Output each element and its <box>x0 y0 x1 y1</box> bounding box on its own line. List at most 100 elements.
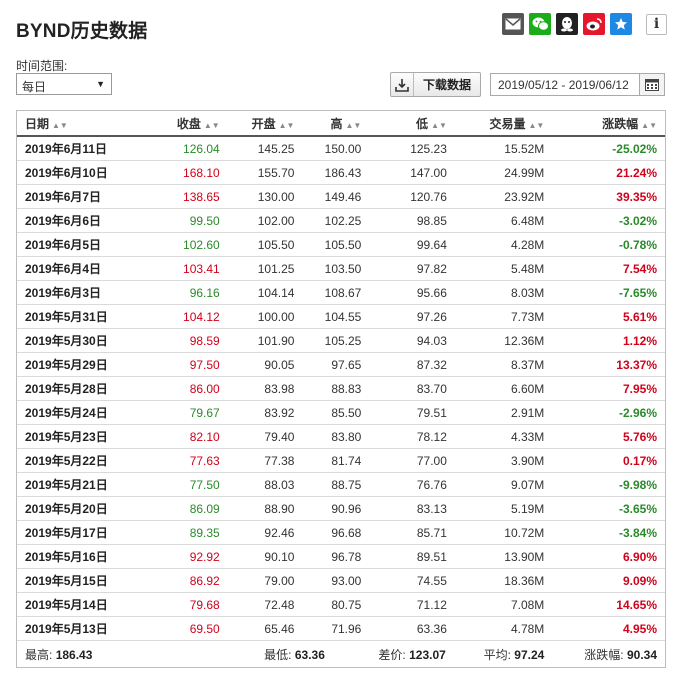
table-row: 2019年6月11日 126.04 145.25 150.00 125.23 15.52M… <box>17 136 665 161</box>
cell-low: 87.32 <box>369 352 455 377</box>
cell-volume: 3.90M <box>454 448 553 473</box>
cell-date: 2019年6月6日 <box>17 208 153 233</box>
cell-date: 2019年5月16日 <box>17 544 153 569</box>
page-title: BYND历史数据 <box>16 21 148 42</box>
summary-change: 涨跌幅: 90.34 <box>552 640 665 667</box>
cell-open: 83.98 <box>227 376 303 401</box>
table-row: 2019年5月23日 82.10 79.40 83.80 78.12 4.33M 5.76% <box>17 424 665 449</box>
col-open-header[interactable]: 开盘 ▲▼ <box>227 111 303 137</box>
wechat-icon <box>532 17 549 31</box>
col-low-header[interactable]: 低 ▲▼ <box>369 111 455 137</box>
table-row: 2019年5月14日 79.68 72.48 80.75 71.12 7.08M 14.65… <box>17 592 665 617</box>
cell-high: 88.75 <box>302 472 370 497</box>
weibo-share-button[interactable] <box>583 13 605 35</box>
cell-low: 74.55 <box>369 568 455 593</box>
cell-low: 79.51 <box>369 400 455 425</box>
cell-close: 102.60 <box>153 232 228 257</box>
cell-date: 2019年5月20日 <box>17 496 153 521</box>
col-volume-header[interactable]: 交易量 ▲▼ <box>454 111 553 137</box>
favorite-star-icon <box>615 18 627 30</box>
cell-high: 104.55 <box>302 304 370 329</box>
cell-open: 79.40 <box>227 424 303 449</box>
sort-icon: ▲▼ <box>52 120 68 130</box>
cell-low: 83.70 <box>369 376 455 401</box>
sort-icon: ▲▼ <box>641 120 657 130</box>
cell-open: 90.10 <box>227 544 303 569</box>
cell-open: 65.46 <box>227 616 303 641</box>
cell-change: 7.54% <box>552 256 665 281</box>
cell-high: 105.25 <box>302 328 370 353</box>
cell-date: 2019年5月21日 <box>17 472 153 497</box>
cell-change: 9.09% <box>552 568 665 593</box>
col-change-header[interactable]: 涨跌幅 ▲▼ <box>552 111 665 137</box>
cell-high: 80.75 <box>302 592 370 617</box>
cell-open: 130.00 <box>227 184 303 209</box>
weibo-icon <box>586 18 602 31</box>
cell-volume: 9.07M <box>454 472 553 497</box>
cell-high: 81.74 <box>302 448 370 473</box>
cell-close: 168.10 <box>153 160 228 185</box>
cell-close: 77.63 <box>153 448 228 473</box>
download-data-button[interactable]: 下载数据 <box>390 72 481 97</box>
period-select[interactable]: 每日 ▼ <box>16 73 112 95</box>
cell-low: 89.51 <box>369 544 455 569</box>
table-row: 2019年6月7日 138.65 130.00 149.46 120.76 23.92M 3… <box>17 184 665 209</box>
col-close-header[interactable]: 收盘 ▲▼ <box>153 111 228 137</box>
wechat-share-button[interactable] <box>529 13 551 35</box>
dropdown-arrow-icon: ▼ <box>96 79 105 89</box>
favorite-share-button[interactable] <box>610 13 632 35</box>
summary-row: 最高: 186.43 最低: 63.36 差价: 123.07 平均: 97.2… <box>17 640 665 667</box>
cell-open: 102.00 <box>227 208 303 233</box>
cell-open: 155.70 <box>227 160 303 185</box>
qq-share-button[interactable] <box>556 13 578 35</box>
cell-change: 0.17% <box>552 448 665 473</box>
cell-open: 83.92 <box>227 400 303 425</box>
info-button[interactable]: i <box>646 13 667 35</box>
cell-low: 95.66 <box>369 280 455 305</box>
cell-date: 2019年5月13日 <box>17 616 153 641</box>
col-date-header[interactable]: 日期 ▲▼ <box>17 111 153 137</box>
cell-date: 2019年5月28日 <box>17 376 153 401</box>
period-select-value: 每日 <box>22 80 47 94</box>
cell-date: 2019年5月30日 <box>17 328 153 353</box>
cell-change: 21.24% <box>552 160 665 185</box>
range-label: 时间范围: <box>16 59 68 73</box>
mail-share-button[interactable] <box>502 13 524 35</box>
table-row: 2019年5月29日 97.50 90.05 97.65 87.32 8.37M 13.37… <box>17 352 665 377</box>
cell-low: 78.12 <box>369 424 455 449</box>
cell-change: 1.12% <box>552 328 665 353</box>
cell-high: 85.50 <box>302 400 370 425</box>
cell-date: 2019年5月22日 <box>17 448 153 473</box>
table-row: 2019年5月17日 89.35 92.46 96.68 85.71 10.72M -3.8… <box>17 520 665 545</box>
qq-icon <box>561 17 573 32</box>
cell-volume: 4.28M <box>454 232 553 257</box>
cell-volume: 18.36M <box>454 568 553 593</box>
cell-change: 13.37% <box>552 352 665 377</box>
calendar-icon[interactable] <box>639 74 664 95</box>
cell-open: 90.05 <box>227 352 303 377</box>
table-header-row: 日期 ▲▼ 收盘 ▲▼ 开盘 ▲▼ 高 ▲▼ 低 ▲▼ 交易量 ▲▼ 涨跌幅 ▲▼ <box>17 111 665 137</box>
cell-low: 125.23 <box>369 136 455 161</box>
cell-high: 71.96 <box>302 616 370 641</box>
table-row: 2019年5月16日 92.92 90.10 96.78 89.51 13.90M 6.90… <box>17 544 665 569</box>
cell-low: 83.13 <box>369 496 455 521</box>
cell-close: 104.12 <box>153 304 228 329</box>
sort-icon: ▲▼ <box>203 120 220 130</box>
table-row: 2019年5月22日 77.63 77.38 81.74 77.00 3.90M 0.17% <box>17 448 665 473</box>
cell-date: 2019年5月17日 <box>17 520 153 545</box>
col-high-header[interactable]: 高 ▲▼ <box>302 111 370 137</box>
table-row: 2019年5月21日 77.50 88.03 88.75 76.76 9.07M -9.98… <box>17 472 665 497</box>
summary-avg: 平均: 97.24 <box>454 640 553 667</box>
share-toolbar: i <box>497 13 667 35</box>
cell-volume: 23.92M <box>454 184 553 209</box>
cell-close: 98.59 <box>153 328 228 353</box>
mail-icon <box>505 18 521 30</box>
cell-date: 2019年5月15日 <box>17 568 153 593</box>
date-range-picker[interactable]: 2019/05/12 - 2019/06/12 <box>490 73 665 96</box>
cell-low: 77.00 <box>369 448 455 473</box>
cell-change: 39.35% <box>552 184 665 209</box>
cell-date: 2019年5月23日 <box>17 424 153 449</box>
cell-low: 97.82 <box>369 256 455 281</box>
cell-low: 97.26 <box>369 304 455 329</box>
cell-high: 96.78 <box>302 544 370 569</box>
